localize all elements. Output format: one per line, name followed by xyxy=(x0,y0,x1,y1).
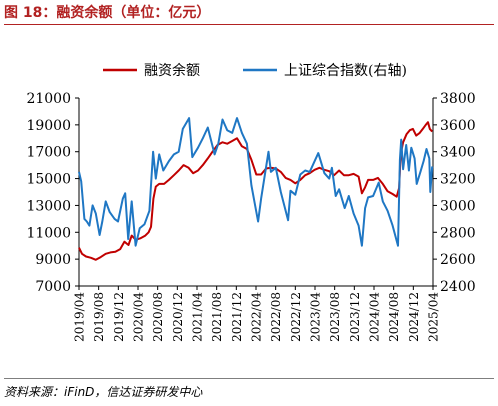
title-divider xyxy=(4,24,494,25)
x-tick-label: 2021/12 xyxy=(230,292,244,342)
y-left-tick-label: 17000 xyxy=(26,145,71,161)
y-right-tick-label: 3200 xyxy=(440,172,476,188)
y-right-tick-label: 3000 xyxy=(440,198,476,214)
y-left-tick-label: 13000 xyxy=(26,198,71,214)
x-tick-label: 2019/08 xyxy=(92,292,106,342)
chart-axes: 7000 9000 11000 13000 15000 17000 19000 21000 24… xyxy=(26,91,475,342)
y-left-tick-label: 11000 xyxy=(26,225,71,241)
chart-legend: 融资余额 上证综合指数(右轴) xyxy=(103,62,407,79)
x-tick-label: 2024/04 xyxy=(368,292,382,342)
x-tick-label: 2021/08 xyxy=(210,292,224,342)
x-tick-label: 2020/12 xyxy=(171,292,185,342)
x-tick-label: 2024/12 xyxy=(407,292,421,342)
figure-title: 图 18：融资余额（单位：亿元） xyxy=(4,5,211,21)
x-tick-label: 2019/12 xyxy=(112,292,126,342)
x-tick-label: 2023/08 xyxy=(328,292,342,342)
x-tick-label: 2022/04 xyxy=(250,292,264,342)
x-tick-label: 2022/12 xyxy=(289,292,303,342)
x-tick-label: 2019/04 xyxy=(73,292,87,342)
y-right-tick-label: 2600 xyxy=(440,252,476,268)
y-right-tick-label: 3400 xyxy=(440,145,476,161)
y-left-tick-label: 19000 xyxy=(26,118,71,134)
x-tick-label: 2020/08 xyxy=(151,292,165,342)
legend-label-margin-balance: 融资余额 xyxy=(144,62,200,79)
y-left-tick-label: 15000 xyxy=(26,172,71,188)
x-tick-label: 2020/04 xyxy=(132,292,146,342)
line-chart: 融资余额 上证综合指数(右轴) 7000 9000 11000 13000 15000 17… xyxy=(26,62,475,342)
shanghai-index-line xyxy=(78,117,434,247)
chart-series xyxy=(78,117,434,261)
y-right-tick-label: 2800 xyxy=(440,225,476,241)
x-tick-label: 2024/08 xyxy=(387,292,401,342)
legend-label-shanghai-index: 上证综合指数(右轴) xyxy=(284,63,407,79)
y-left-tick-label: 21000 xyxy=(26,91,71,107)
x-tick-label: 2023/04 xyxy=(309,292,323,342)
source-divider xyxy=(4,378,494,379)
margin-balance-line xyxy=(78,121,433,261)
y-right-tick-label: 2400 xyxy=(440,279,476,295)
x-tick-label: 2025/04 xyxy=(427,292,441,342)
y-right-tick-label: 3800 xyxy=(440,91,476,107)
y-right-tick-label: 3600 xyxy=(440,118,476,134)
y-left-tick-label: 7000 xyxy=(35,279,71,295)
y-left-tick-label: 9000 xyxy=(35,252,71,268)
source-note: 资料来源：iFinD，信达证券研发中心 xyxy=(4,385,203,399)
x-tick-label: 2023/12 xyxy=(348,292,362,342)
x-tick-label: 2022/08 xyxy=(269,292,283,342)
x-tick-label: 2021/04 xyxy=(191,292,205,342)
